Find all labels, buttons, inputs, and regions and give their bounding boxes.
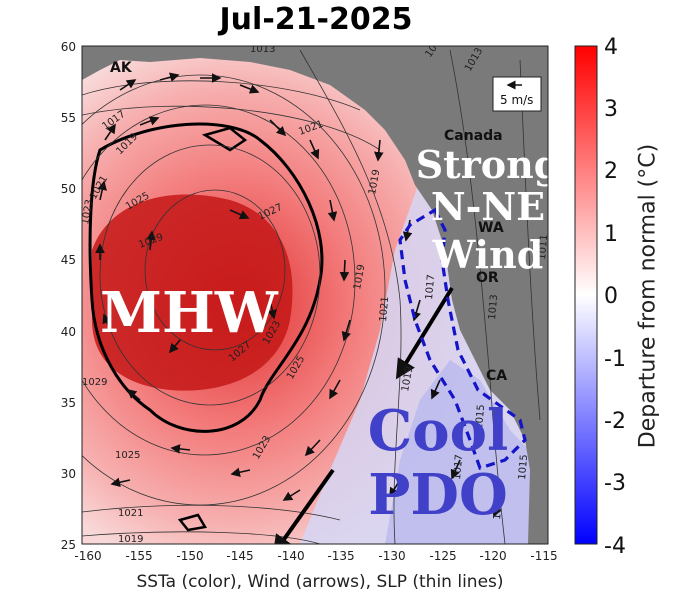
svg-text:-140: -140 (277, 549, 304, 563)
svg-text:1025: 1025 (115, 450, 140, 461)
region-label-ca: CA (486, 368, 507, 384)
svg-text:-125: -125 (429, 549, 456, 563)
svg-text:1013: 1013 (250, 44, 275, 55)
svg-text:-150: -150 (176, 549, 203, 563)
colorbar-ticks: 4 3 2 1 0 -1 -2 -3 -4 (604, 35, 626, 559)
svg-text:-3: -3 (604, 471, 626, 496)
plot-frame (81, 45, 549, 545)
svg-text:-115: -115 (530, 549, 557, 563)
svg-text:1019: 1019 (118, 534, 143, 545)
region-label-wa: WA (478, 220, 504, 236)
svg-text:-155: -155 (125, 549, 152, 563)
map-title: Jul-21-2025 (219, 2, 413, 37)
region-label-or: OR (476, 270, 499, 286)
svg-text:1019: 1019 (352, 264, 367, 291)
svg-text:40: 40 (61, 325, 76, 339)
svg-text:1015: 1015 (517, 454, 530, 480)
svg-text:1011: 1011 (537, 234, 550, 260)
svg-text:-130: -130 (378, 549, 405, 563)
map-plot-area: 1013 1015 1013 1017 1019 1021 1021 1023 … (80, 44, 550, 545)
svg-text:-160: -160 (74, 549, 101, 563)
svg-text:-2: -2 (604, 409, 626, 434)
x-axis-caption: SSTa (color), Wind (arrows), SLP (thin l… (136, 572, 504, 592)
svg-text:50: 50 (61, 182, 76, 196)
strong-wind-arrows (272, 286, 454, 544)
mhw-threshold-contour (88, 122, 324, 433)
colorbar-title: Departure from normal (°C) (635, 143, 661, 449)
svg-text:-4: -4 (604, 534, 626, 559)
svg-text:N-NE: N-NE (431, 184, 545, 229)
svg-text:1013: 1013 (487, 294, 500, 320)
arrow-scale-label: 5 m/s (500, 93, 533, 107)
svg-text:1019: 1019 (400, 366, 415, 393)
svg-text:Strong: Strong (416, 142, 561, 187)
strong-nne-wind-arrow (395, 286, 454, 380)
svg-text:-1: -1 (604, 347, 626, 372)
svg-text:-120: -120 (479, 549, 506, 563)
x-axis-ticks: -160 -155 -150 -145 -140 -135 -130 -125 … (74, 549, 557, 563)
svg-text:1029: 1029 (82, 377, 107, 388)
svg-text:PDO: PDO (368, 462, 507, 528)
svg-text:1017: 1017 (492, 494, 505, 520)
svg-text:Cool: Cool (368, 398, 509, 464)
svg-text:1: 1 (604, 222, 618, 247)
cool-pdo-annotation: Cool PDO (368, 398, 509, 528)
svg-text:3: 3 (604, 97, 618, 122)
offshore-wind-arrow (272, 468, 335, 544)
svg-text:1017: 1017 (424, 274, 437, 300)
svg-text:1015: 1015 (474, 404, 487, 430)
svg-text:1017: 1017 (452, 454, 465, 480)
svg-text:1023: 1023 (80, 199, 95, 226)
svg-text:1021: 1021 (118, 508, 143, 519)
svg-text:-145: -145 (226, 549, 253, 563)
slp-isobars (82, 49, 541, 544)
cool-pdo-pool (385, 360, 548, 544)
cool-pdo-boundary (398, 207, 527, 470)
region-label-ak: AK (110, 60, 133, 76)
mhw-core (92, 194, 293, 391)
svg-text:45: 45 (61, 253, 76, 267)
colorbar (574, 45, 598, 545)
svg-text:1019: 1019 (367, 169, 382, 196)
svg-text:4: 4 (604, 35, 618, 60)
arrow-scale-legend: 5 m/s (492, 76, 542, 112)
wind-annotation: Strong N-NE Wind (416, 142, 561, 277)
svg-text:25: 25 (61, 538, 76, 552)
svg-text:30: 30 (61, 467, 76, 481)
svg-text:0: 0 (604, 284, 618, 309)
svg-text:-135: -135 (327, 549, 354, 563)
svg-text:1021: 1021 (378, 296, 391, 322)
wind-arrows (95, 72, 502, 518)
land-mass (82, 46, 548, 544)
y-axis-ticks: 60 55 50 45 40 35 30 25 (61, 40, 76, 552)
svg-text:2: 2 (604, 159, 618, 184)
svg-text:55: 55 (61, 111, 76, 125)
region-label-canada: Canada (444, 128, 503, 144)
svg-text:Wind: Wind (432, 232, 544, 277)
svg-text:60: 60 (61, 40, 76, 54)
svg-text:35: 35 (61, 396, 76, 410)
mhw-label: MHW (100, 280, 279, 346)
